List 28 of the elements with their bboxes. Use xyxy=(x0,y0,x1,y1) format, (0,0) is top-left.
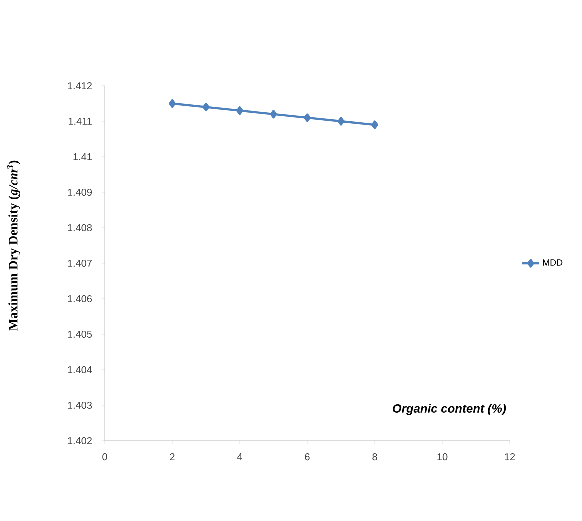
point xyxy=(270,110,278,119)
point xyxy=(202,102,210,112)
x-tick-label: 6 xyxy=(305,454,310,461)
y-tick-label: 1.402 xyxy=(68,437,92,445)
x-axis-title: Organic content (%) xyxy=(393,404,506,416)
point xyxy=(169,99,176,108)
legend-label: MDD xyxy=(543,260,563,266)
x-tick-label: 10 xyxy=(438,454,448,461)
y-tick-label: 1.412 xyxy=(68,82,92,90)
point xyxy=(338,117,345,126)
y-tick-label: 1.406 xyxy=(68,295,92,303)
point xyxy=(304,114,311,122)
x-tick-label: 2 xyxy=(170,454,175,460)
x-tick-label: 8 xyxy=(372,454,378,461)
x-tick-label: 0 xyxy=(102,454,108,461)
x-tick-label: 12 xyxy=(505,454,516,460)
y-tick-label: 1.404 xyxy=(68,366,92,374)
y-tick-label: 1.409 xyxy=(68,188,92,196)
point xyxy=(372,120,378,130)
y-tick-label: 1.41 xyxy=(74,154,92,160)
y-tick-label: 1.407 xyxy=(68,260,92,268)
y-tick-label: 1.411 xyxy=(68,118,92,125)
y-tick-label: 1.405 xyxy=(68,330,92,338)
y-tick-label: 1.408 xyxy=(68,224,92,232)
x-tick-label: 4 xyxy=(237,454,242,460)
y-tick-label: 1.403 xyxy=(68,402,92,410)
point xyxy=(236,106,244,116)
text: Maximum Dry Density (g/cm$^{3}$) xyxy=(7,160,20,331)
